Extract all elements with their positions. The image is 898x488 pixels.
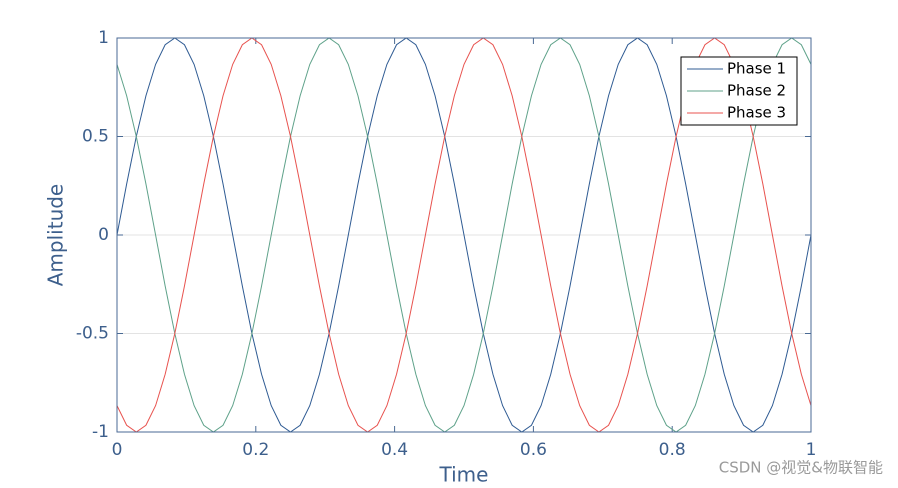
x-tick-label: 0.6	[520, 440, 547, 460]
x-tick-label: 0.2	[242, 440, 269, 460]
x-tick-label: 0.4	[381, 440, 408, 460]
x-tick-label: 1	[806, 440, 817, 460]
y-tick-label: 1	[98, 28, 109, 48]
y-tick-label: 0	[98, 225, 109, 245]
plot-frame	[116, 37, 812, 433]
y-tick-label: 0.5	[82, 127, 109, 147]
legend-label: Phase 3	[727, 104, 786, 122]
x-axis-label: Time	[439, 463, 489, 487]
y-tick-label: -1	[92, 422, 109, 442]
y-tick-label: -0.5	[76, 324, 109, 344]
x-tick-label: 0	[112, 440, 123, 460]
legend: Phase 1 Phase 2 Phase 3	[680, 56, 798, 126]
series-line	[116, 37, 812, 433]
series-line	[116, 37, 812, 433]
legend-label: Phase 2	[727, 82, 786, 100]
x-tick-label: 0.8	[659, 440, 686, 460]
y-axis-label: Amplitude	[44, 184, 68, 287]
watermark: CSDN @视觉&物联智能	[719, 459, 883, 477]
legend-label: Phase 1	[727, 60, 786, 78]
